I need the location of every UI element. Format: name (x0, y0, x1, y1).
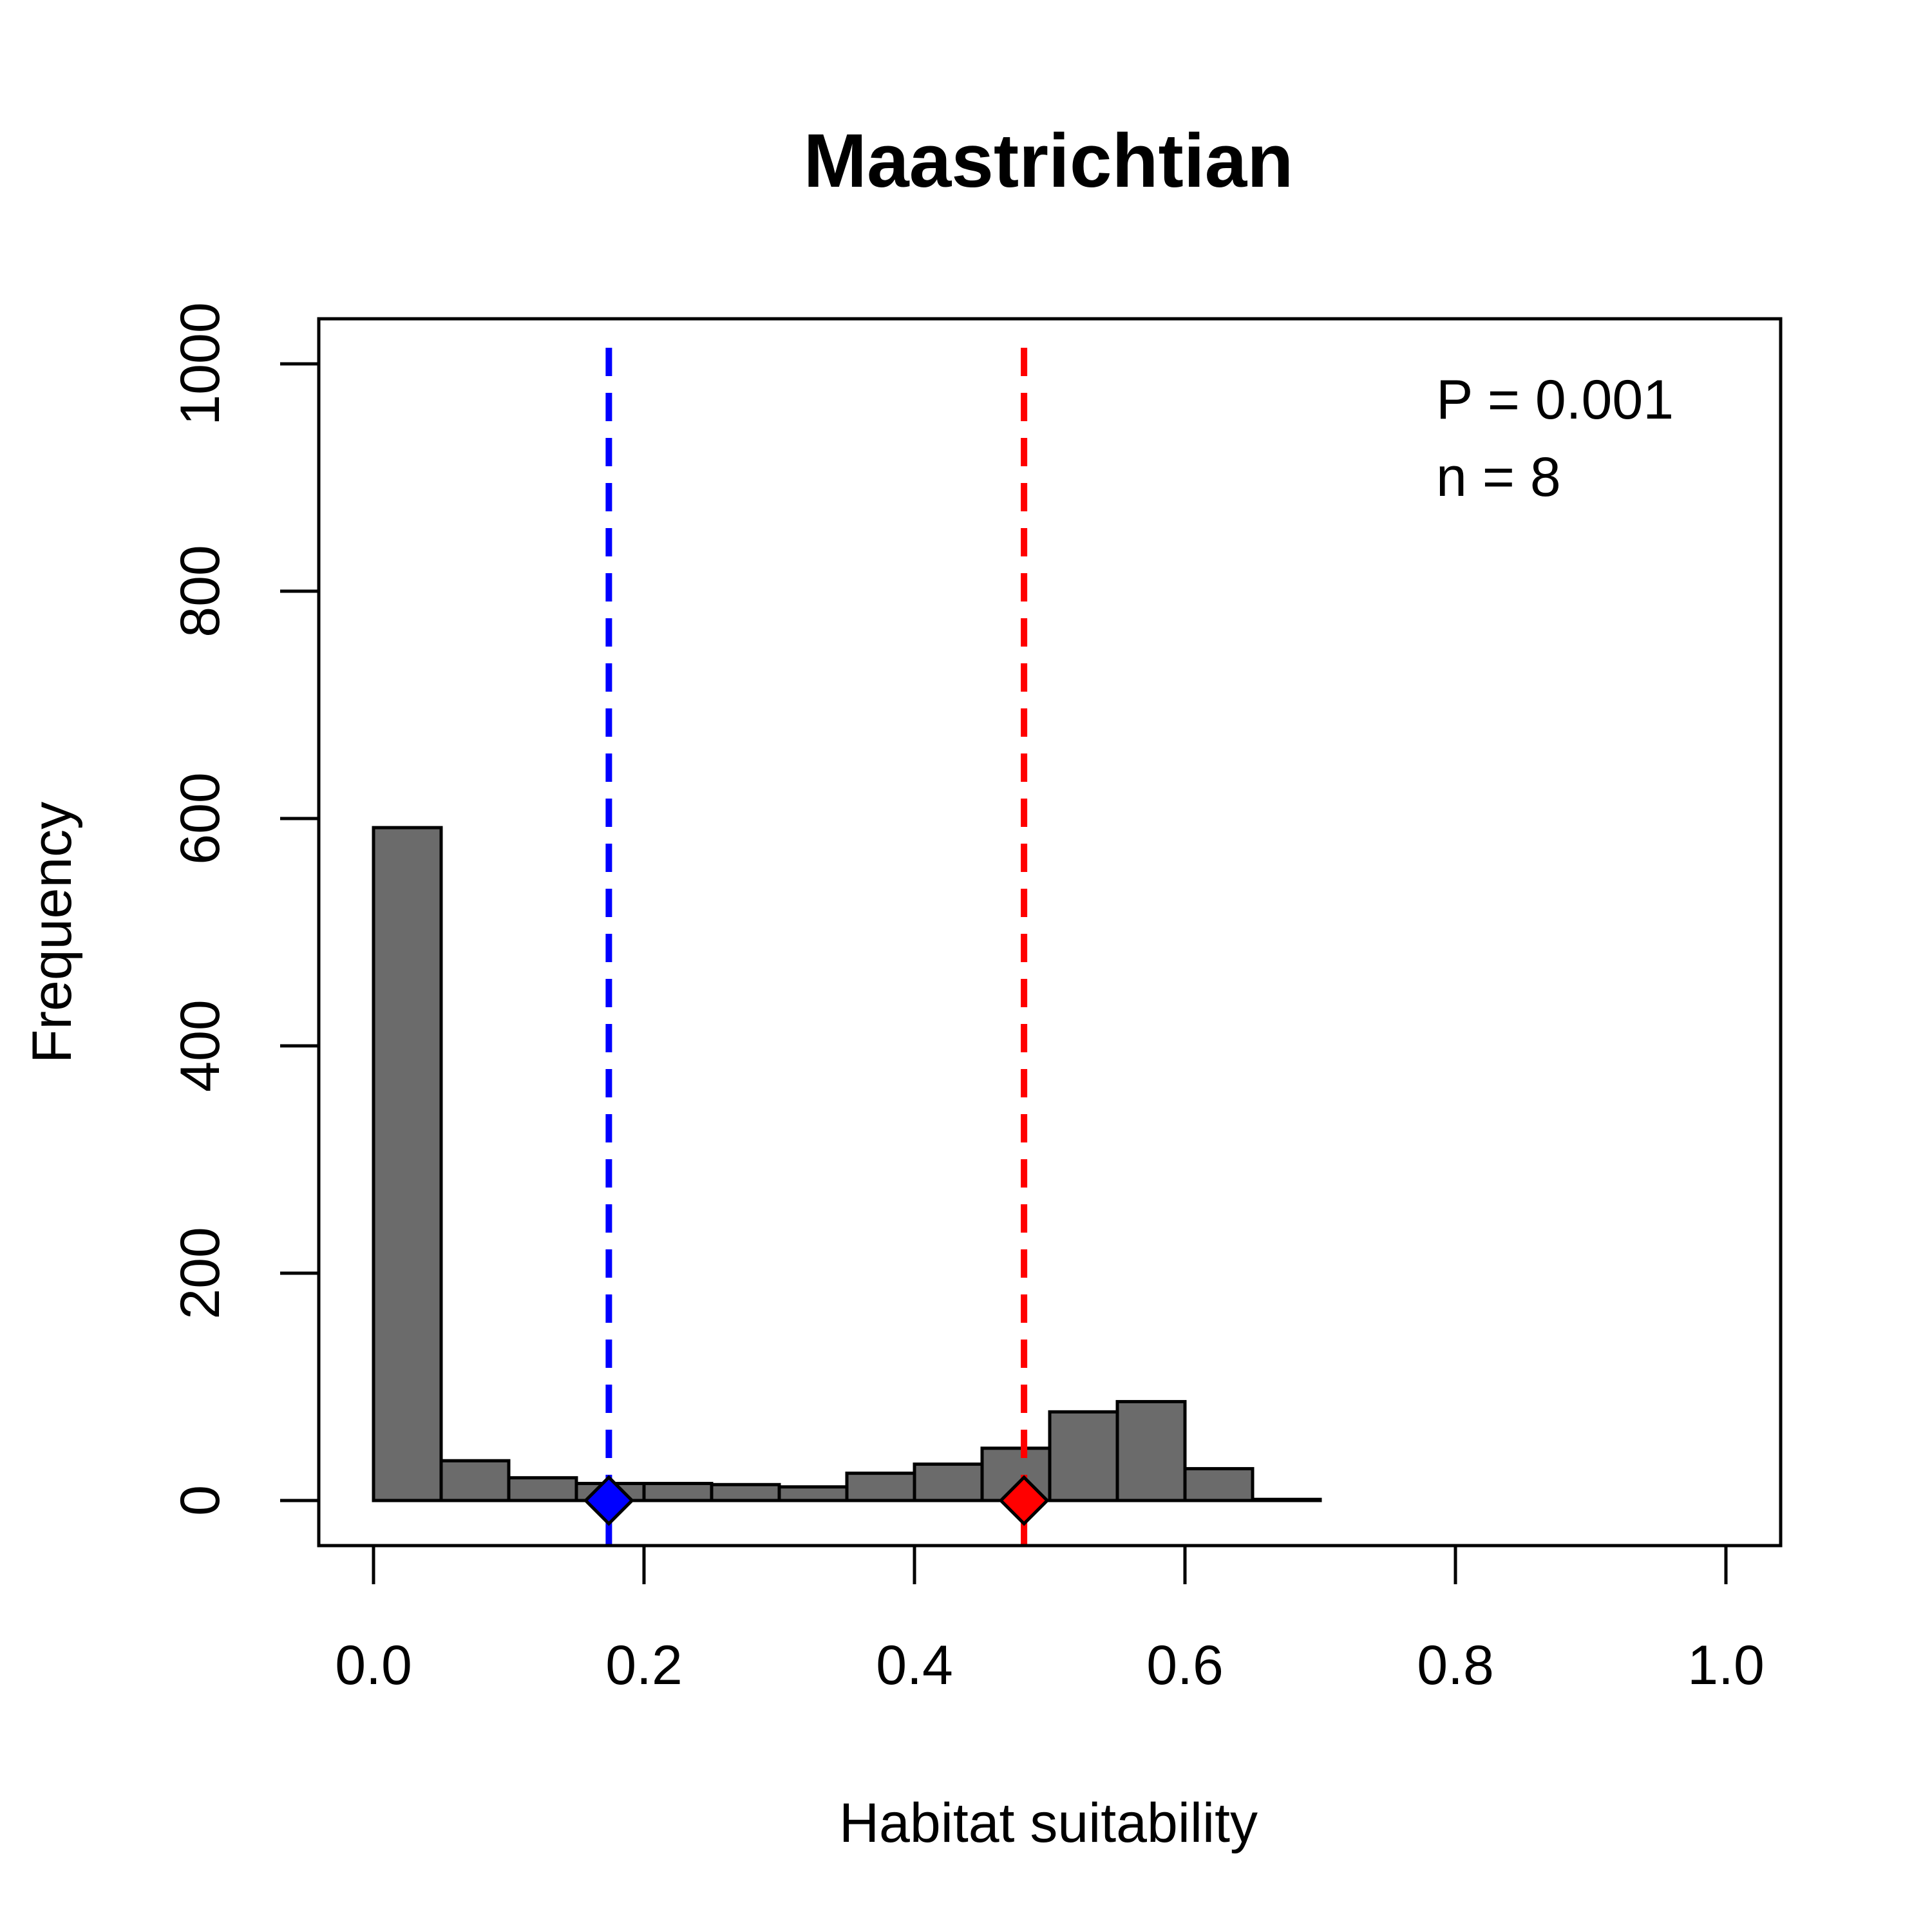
x-tick-label: 0.4 (876, 1634, 953, 1696)
histogram-bar (1115, 1399, 1187, 1502)
histogram-bar (710, 1482, 781, 1502)
histogram-bar (507, 1476, 578, 1502)
histogram-bar (1183, 1467, 1255, 1502)
reference-lines-group (583, 348, 1050, 1544)
y-tick-label: 0 (169, 1485, 231, 1516)
histogram-bar (1048, 1410, 1119, 1502)
p-value-annotation: P = 0.001 (1436, 369, 1674, 431)
x-tick-label: 1.0 (1687, 1634, 1765, 1696)
histogram-bar (439, 1459, 511, 1502)
y-axis-label: Frequency (21, 802, 83, 1063)
histogram-bar (642, 1482, 714, 1502)
y-axis: 0 200 400 600 800 1000 (169, 302, 321, 1516)
x-tick-label: 0.8 (1417, 1634, 1494, 1696)
reference-marker (998, 1475, 1050, 1526)
y-tick-label: 600 (169, 772, 231, 865)
y-tick-label: 1000 (169, 302, 231, 425)
x-axis: 0.0 0.2 0.4 0.6 0.8 1.0 (335, 1544, 1765, 1696)
histogram-bar (845, 1472, 916, 1502)
histogram-bar (913, 1463, 984, 1502)
bars-group (372, 826, 1322, 1502)
y-tick-label: 400 (169, 999, 231, 1092)
y-tick-label: 200 (169, 1227, 231, 1320)
x-tick-label: 0.2 (605, 1634, 683, 1696)
n-annotation: n = 8 (1436, 446, 1561, 508)
y-tick-label: 800 (169, 545, 231, 638)
x-tick-label: 0.6 (1146, 1634, 1224, 1696)
histogram-bar (777, 1485, 849, 1502)
reference-marker (583, 1475, 634, 1526)
histogram-bar (1251, 1497, 1322, 1502)
x-tick-label: 0.0 (335, 1634, 412, 1696)
histogram-bar (372, 826, 443, 1502)
chart-title: Maastrichtian (804, 118, 1294, 204)
x-axis-label: Habitat suitability (839, 1792, 1258, 1854)
plot-frame (317, 317, 1783, 1548)
